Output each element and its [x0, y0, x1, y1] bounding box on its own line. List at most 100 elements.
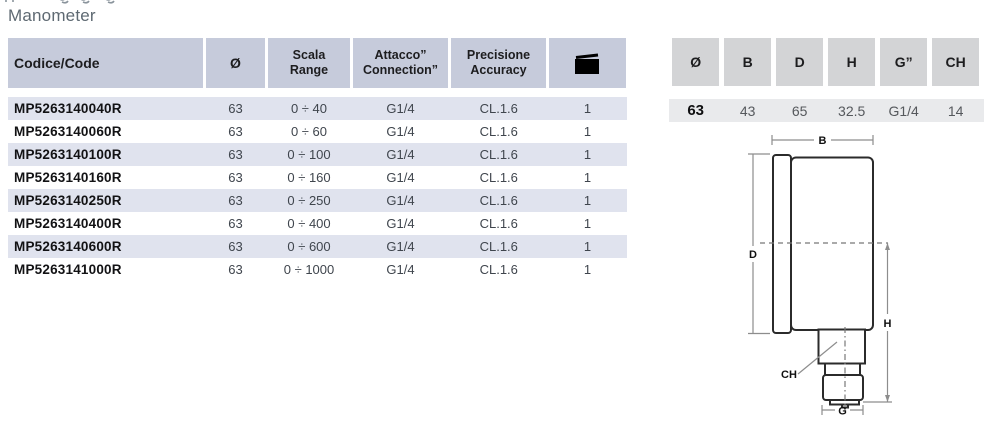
dimension-ch-label: CH: [781, 369, 797, 381]
dim-header-g: G”: [880, 38, 928, 86]
cell-code: MP5263140600R: [14, 239, 122, 254]
dimension-ch: CH: [781, 341, 838, 381]
table-row: MP5263140160R 63 0 ÷ 160 G1/4 CL.1.6 1: [8, 166, 627, 189]
cell-range: 0 ÷ 40: [290, 101, 328, 116]
table-row: MP5263140040R 63 0 ÷ 40 G1/4 CL.1.6 1: [8, 97, 627, 120]
cell-accuracy: CL.1.6: [479, 101, 518, 116]
table-row: MP5263140060R 63 0 ÷ 60 G1/4 CL.1.6 1: [8, 120, 627, 143]
product-table-header-row: Codice/Code Ø Scala Range Attacco” Conne…: [8, 38, 627, 88]
cell-accuracy: CL.1.6: [479, 216, 518, 231]
cell-accuracy: CL.1.6: [479, 170, 518, 185]
dimensions-data-row: 63 43 65 32.5 G1/4 14: [669, 99, 984, 122]
dimension-d-label: D: [749, 249, 757, 261]
header-cell-range: Scala Range: [268, 38, 350, 88]
cell-qty: 1: [583, 262, 592, 277]
cell-qty: 1: [583, 239, 592, 254]
dim-value-b: 43: [739, 102, 756, 119]
cell-range: 0 ÷ 1000: [283, 262, 335, 277]
dim-header-ch: CH: [932, 38, 980, 86]
hex-nut: [817, 328, 866, 365]
cell-code: MP5263140040R: [14, 101, 122, 116]
gauge-technical-drawing: B D H G CH: [748, 135, 892, 418]
table-row: MP5263140600R 63 0 ÷ 600 G1/4 CL.1.6 1: [8, 235, 627, 258]
cell-qty: 1: [583, 216, 592, 231]
dim-header-b: B: [724, 38, 772, 86]
dimension-b-label: B: [819, 135, 827, 147]
cell-code: MP5263140060R: [14, 124, 122, 139]
cell-connection: G1/4: [386, 124, 415, 139]
cell-qty: 1: [583, 170, 592, 185]
cell-range: 0 ÷ 100: [287, 147, 331, 162]
dim-value-ch: 14: [947, 102, 964, 119]
dim-value-h: 32.5: [838, 102, 866, 119]
cell-connection: G1/4: [386, 193, 415, 208]
cell-diameter: 63: [228, 262, 243, 277]
dimension-h-label: H: [884, 318, 892, 330]
cell-code: MP5263140160R: [14, 170, 122, 185]
dimension-g: G: [821, 405, 864, 418]
table-row: MP5263140250R 63 0 ÷ 250 G1/4 CL.1.6 1: [8, 189, 627, 212]
dimensions-table: Ø B D H G” CH 63 43 65 32.5 G1/4 14: [669, 38, 984, 122]
dim-value-diameter: 63: [687, 102, 704, 119]
cell-code: MP5263140100R: [14, 147, 122, 162]
thread-body: [822, 374, 864, 401]
cell-qty: 1: [583, 101, 592, 116]
cell-diameter: 63: [228, 239, 243, 254]
connection-neck: [824, 362, 861, 376]
cell-diameter: 63: [228, 124, 243, 139]
product-table-body: MP5263140040R 63 0 ÷ 40 G1/4 CL.1.6 1 MP…: [8, 97, 627, 281]
cell-diameter: 63: [228, 216, 243, 231]
cell-diameter: 63: [228, 147, 243, 162]
cell-range: 0 ÷ 160: [287, 170, 331, 185]
cell-connection: G1/4: [386, 147, 415, 162]
page-title: Manometer: [8, 6, 96, 25]
cell-code: MP5263140250R: [14, 193, 122, 208]
cell-diameter: 63: [228, 101, 243, 116]
cell-connection: G1/4: [386, 101, 415, 116]
dim-header-d: D: [776, 38, 824, 86]
cell-range: 0 ÷ 600: [287, 239, 331, 254]
cell-range: 0 ÷ 60: [290, 124, 328, 139]
product-table: Codice/Code Ø Scala Range Attacco” Conne…: [8, 38, 627, 281]
dim-value-g: G1/4: [888, 102, 919, 119]
dimension-g-label: G: [838, 406, 847, 418]
cell-connection: G1/4: [386, 262, 415, 277]
cell-connection: G1/4: [386, 170, 415, 185]
cell-range: 0 ÷ 400: [287, 216, 331, 231]
table-row: MP5263141000R 63 0 ÷ 1000 G1/4 CL.1.6 1: [8, 258, 627, 281]
dim-header-diameter: Ø: [672, 38, 720, 86]
gauge-body: [790, 156, 874, 331]
header-cell-accuracy: Precisione Accuracy: [451, 38, 546, 88]
cell-accuracy: CL.1.6: [479, 147, 518, 162]
cell-accuracy: CL.1.6: [479, 239, 518, 254]
dimension-h: H: [863, 243, 892, 403]
cell-connection: G1/4: [386, 239, 415, 254]
cell-accuracy: CL.1.6: [479, 193, 518, 208]
header-cell-connection: Attacco” Connection”: [353, 38, 448, 88]
cell-qty: 1: [583, 193, 592, 208]
cell-code: MP5263141000R: [14, 262, 122, 277]
table-row: MP5263140100R 63 0 ÷ 100 G1/4 CL.1.6 1: [8, 143, 627, 166]
cell-range: 0 ÷ 250: [287, 193, 331, 208]
header-cell-packaging: [549, 38, 626, 88]
dim-header-h: H: [828, 38, 876, 86]
cell-qty: 1: [583, 147, 592, 162]
dimension-b: B: [771, 135, 874, 147]
cropped-previous-line: [5, 0, 115, 4]
dimension-d: D: [748, 153, 770, 335]
cell-accuracy: CL.1.6: [479, 124, 518, 139]
cell-accuracy: CL.1.6: [479, 262, 518, 277]
table-row: MP5263140400R 63 0 ÷ 400 G1/4 CL.1.6 1: [8, 212, 627, 235]
cell-qty: 1: [583, 124, 592, 139]
cell-diameter: 63: [228, 170, 243, 185]
dim-value-d: 65: [791, 102, 808, 119]
gauge-bezel: [772, 154, 792, 334]
header-cell-diameter: Ø: [206, 38, 265, 88]
cell-diameter: 63: [228, 193, 243, 208]
dimensions-header-row: Ø B D H G” CH: [669, 38, 984, 86]
cell-code: MP5263140400R: [14, 216, 122, 231]
cell-connection: G1/4: [386, 216, 415, 231]
header-cell-code: Codice/Code: [8, 38, 203, 88]
box-icon: [575, 53, 599, 74]
